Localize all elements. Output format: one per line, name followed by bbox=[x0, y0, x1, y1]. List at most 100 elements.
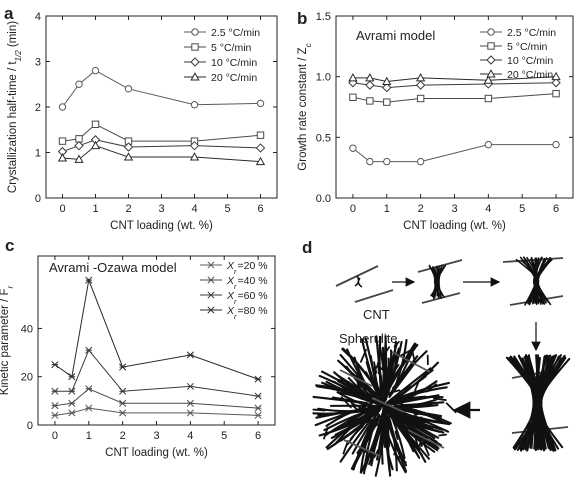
x-tick-label: 0 bbox=[59, 203, 65, 215]
y-tick-label: 0 bbox=[27, 420, 33, 432]
x-tick-label: 4 bbox=[485, 203, 491, 215]
legend-label: 10 °C/min bbox=[507, 55, 553, 67]
data-point bbox=[417, 158, 423, 164]
y-tick-label: 1 bbox=[35, 148, 41, 160]
x-tick-label: 4 bbox=[187, 430, 193, 442]
data-point bbox=[367, 98, 373, 104]
x-tick-label: 2 bbox=[120, 430, 126, 442]
data-point bbox=[59, 154, 67, 161]
x-tick-label: 5 bbox=[221, 430, 227, 442]
y-tick-label: 0 bbox=[35, 193, 41, 205]
data-point bbox=[553, 90, 559, 96]
data-point bbox=[69, 388, 75, 394]
x-axis-label: CNT loading (wt. %) bbox=[403, 220, 506, 232]
data-point bbox=[350, 94, 356, 100]
data-point bbox=[119, 388, 125, 394]
panel-d-letter: d bbox=[302, 238, 312, 257]
data-point bbox=[553, 141, 559, 147]
series-3 bbox=[59, 136, 265, 156]
data-point bbox=[86, 405, 92, 411]
legend-label: Xr=60 % bbox=[226, 290, 268, 306]
lamella-branch bbox=[365, 443, 366, 452]
panel-d-diagram: d CNT Spherulite bbox=[302, 238, 569, 476]
series-2 bbox=[59, 121, 263, 144]
data-point bbox=[187, 410, 193, 416]
y-tick-label: 3 bbox=[35, 57, 41, 69]
x-tick-label: 5 bbox=[519, 203, 525, 215]
series-2 bbox=[52, 386, 262, 412]
data-point bbox=[350, 145, 356, 151]
cnt-label: CNT bbox=[363, 307, 390, 322]
data-point bbox=[92, 67, 98, 73]
stage-small-bundle bbox=[418, 260, 462, 303]
legend-marker bbox=[488, 43, 494, 49]
data-point bbox=[125, 86, 131, 92]
x-tick-label: 6 bbox=[553, 203, 559, 215]
data-point bbox=[367, 158, 373, 164]
y-tick-label: 1.5 bbox=[316, 11, 331, 23]
data-point bbox=[485, 141, 491, 147]
y-tick-label: 40 bbox=[21, 323, 33, 335]
data-point bbox=[255, 393, 261, 399]
x-tick-label: 3 bbox=[158, 203, 164, 215]
y-axis-label: Kinetic parameter / Fr bbox=[0, 285, 15, 395]
nucleus-glyph bbox=[355, 276, 362, 287]
y-tick-label: 1.0 bbox=[316, 72, 331, 84]
legend-label: Xr=80 % bbox=[226, 305, 268, 321]
series-1 bbox=[350, 141, 560, 164]
data-point bbox=[59, 138, 65, 144]
panel-c-letter: c bbox=[5, 236, 14, 255]
y-axis-label: Crystallization half-time / t1/2 (min) bbox=[7, 21, 23, 193]
data-point bbox=[75, 142, 83, 150]
x-tick-label: 1 bbox=[86, 430, 92, 442]
data-point bbox=[552, 73, 560, 80]
data-point bbox=[257, 132, 263, 138]
legend-label: 2.5 °C/min bbox=[211, 27, 260, 39]
x-tick-label: 2 bbox=[418, 203, 424, 215]
legend-label: Xr=40 % bbox=[226, 275, 268, 291]
lamella-branch bbox=[313, 410, 325, 411]
x-tick-label: 1 bbox=[92, 203, 98, 215]
legend-marker bbox=[191, 58, 199, 66]
series-4 bbox=[59, 142, 265, 165]
data-point bbox=[86, 386, 92, 392]
series-line bbox=[55, 350, 258, 396]
lamella-branch bbox=[447, 403, 456, 412]
legend-marker bbox=[192, 29, 198, 35]
data-point bbox=[52, 361, 58, 367]
x-tick-label: 4 bbox=[191, 203, 197, 215]
data-point bbox=[191, 102, 197, 108]
panel-b-letter: b bbox=[297, 9, 307, 28]
legend-marker bbox=[487, 56, 495, 64]
panel-a-letter: a bbox=[4, 4, 14, 23]
series-3 bbox=[52, 347, 262, 399]
series-line bbox=[353, 145, 556, 162]
legend-marker bbox=[208, 262, 214, 268]
data-point bbox=[86, 347, 92, 353]
x-tick-label: 3 bbox=[153, 430, 159, 442]
data-point bbox=[384, 99, 390, 105]
y-axis-label: Growth rate constant / Zc bbox=[297, 43, 313, 170]
panel-c-inset-title: Avrami -Ozawa model bbox=[49, 260, 177, 275]
x-tick-label: 6 bbox=[257, 203, 263, 215]
stage-large-bundle bbox=[503, 257, 563, 305]
data-point bbox=[119, 400, 125, 406]
legend-marker bbox=[208, 277, 214, 283]
series-line bbox=[55, 408, 258, 415]
legend-label: 5 °C/min bbox=[507, 41, 548, 53]
y-tick-label: 4 bbox=[35, 11, 41, 23]
data-point bbox=[417, 95, 423, 101]
legend-marker bbox=[488, 29, 494, 35]
x-axis-label: CNT loading (wt. %) bbox=[105, 447, 208, 459]
data-point bbox=[257, 144, 265, 152]
x-tick-label: 3 bbox=[451, 203, 457, 215]
cnt-rod bbox=[355, 290, 393, 302]
legend-label: Xr=20 % bbox=[226, 260, 268, 276]
data-point bbox=[255, 412, 261, 418]
x-tick-label: 1 bbox=[384, 203, 390, 215]
legend-marker bbox=[192, 44, 198, 50]
